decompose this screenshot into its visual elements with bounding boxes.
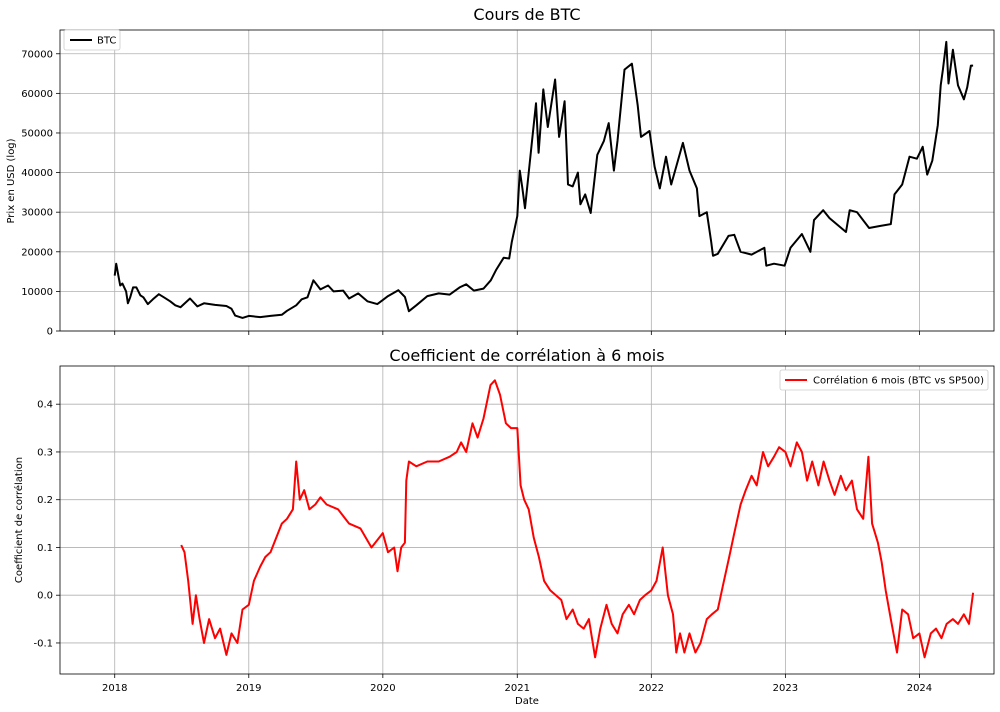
btc-price-panel: Cours de BTC Prix en USD (log) 0 10000 200… — [6, 5, 995, 338]
x-tick-label: 2018 — [102, 683, 127, 694]
x-tick-label: 2023 — [773, 683, 798, 694]
y-tick-label: 0 — [47, 327, 53, 338]
correlation-y-axis-label: Coefficient de corrélation — [13, 457, 25, 583]
btc-legend-label: BTC — [97, 36, 116, 47]
btc-legend: BTC — [63, 29, 121, 51]
correlation-legend-label: Corrélation 6 mois (BTC vs SP500) — [813, 375, 984, 387]
y-tick-label: 40000 — [21, 168, 53, 179]
y-tick-label: 30000 — [21, 208, 53, 219]
btc-x-ticks — [114, 331, 920, 335]
correlation-panel: Coefficient de corrélation à 6 mois Coef… — [13, 346, 995, 707]
x-tick-label: 2019 — [236, 683, 261, 694]
y-tick-label: 70000 — [21, 49, 53, 60]
btc-y-axis-label: Prix en USD (log) — [6, 138, 17, 223]
x-tick-label: 2022 — [639, 683, 664, 694]
correlation-grid — [60, 366, 994, 674]
y-tick-label: 0.0 — [37, 591, 53, 602]
btc-plot-frame — [59, 29, 995, 332]
correlation-line — [180, 379, 975, 659]
y-tick-label: 0.3 — [37, 447, 53, 458]
correlation-x-axis-label: Date — [515, 696, 539, 707]
x-tick-label: 2020 — [370, 683, 395, 694]
y-tick-label: -0.1 — [33, 638, 53, 649]
correlation-x-ticks: 2018 2019 2020 2021 2022 2023 2024 — [102, 674, 932, 694]
correlation-legend: Corrélation 6 mois (BTC vs SP500) — [779, 369, 989, 391]
y-tick-label: 60000 — [21, 89, 53, 100]
y-tick-label: 0.4 — [37, 400, 53, 411]
y-tick-label: 0.2 — [37, 495, 53, 506]
correlation-plot-frame — [59, 365, 995, 675]
correlation-y-ticks: -0.1 0.0 0.1 0.2 0.3 0.4 — [33, 400, 60, 649]
y-tick-label: 20000 — [21, 247, 53, 258]
x-tick-label: 2021 — [505, 683, 530, 694]
btc-grid — [60, 30, 994, 332]
x-tick-label: 2024 — [907, 683, 932, 694]
btc-y-ticks: 0 10000 20000 30000 40000 50000 60000 70000 — [21, 49, 60, 338]
btc-price-line — [113, 40, 974, 319]
y-tick-label: 10000 — [21, 287, 53, 298]
y-tick-label: 0.1 — [37, 543, 53, 554]
y-tick-label: 50000 — [21, 128, 53, 139]
btc-chart-title: Cours de BTC — [473, 5, 580, 24]
correlation-chart-title: Coefficient de corrélation à 6 mois — [389, 346, 664, 365]
